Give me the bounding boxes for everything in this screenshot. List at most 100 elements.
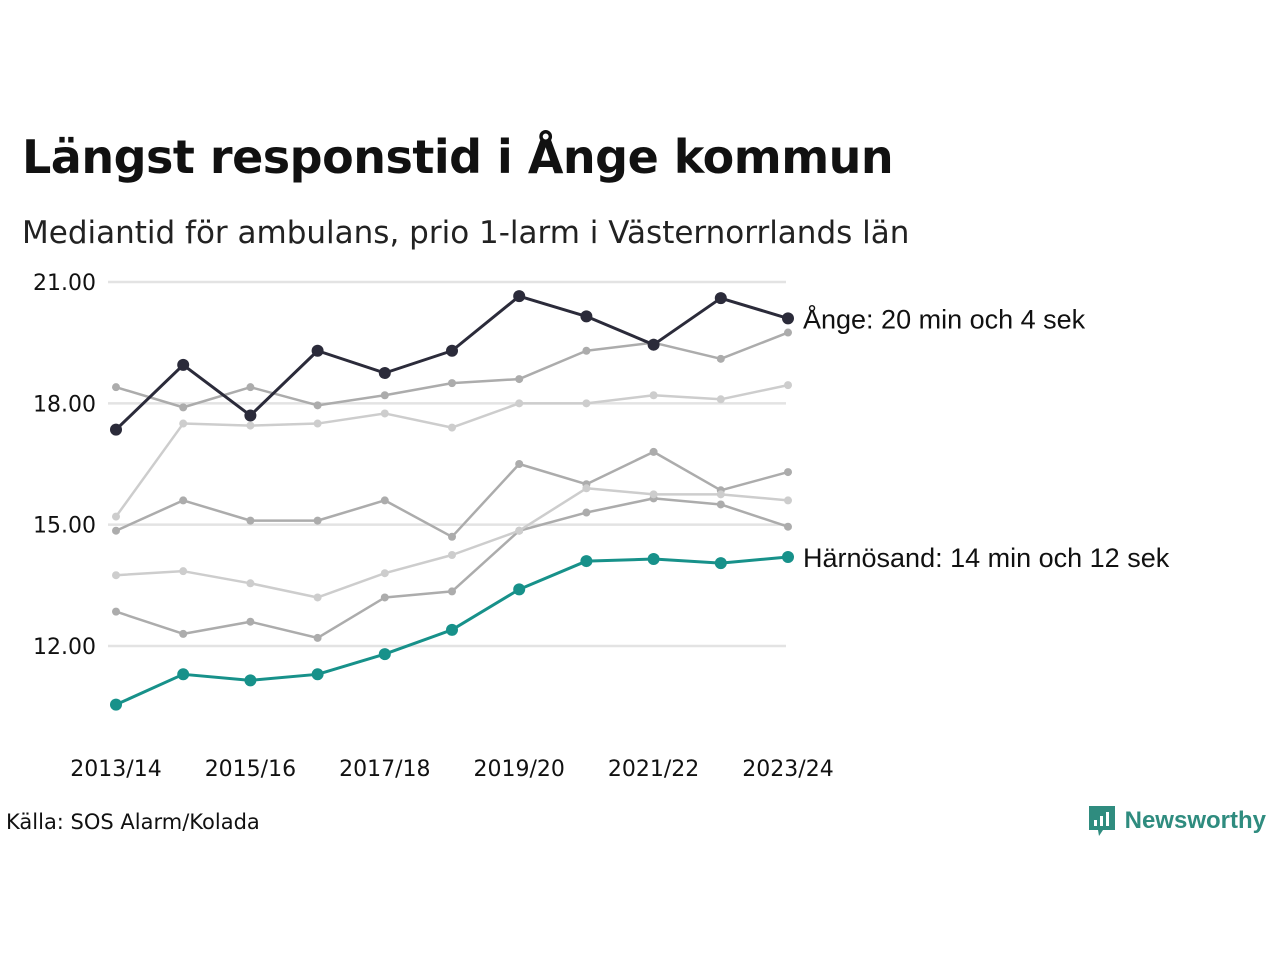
data-point [714, 292, 727, 305]
data-point [784, 328, 792, 337]
x-tick-label: 2019/20 [473, 757, 564, 782]
y-tick-label: 18.00 [33, 392, 96, 417]
data-point [782, 312, 794, 325]
data-point [448, 423, 456, 432]
x-axis-ticks: 2013/14 2015/16 2017/18 2019/20 2021/22 2023/… [70, 757, 833, 782]
series-line [114, 294, 789, 431]
data-point [112, 607, 120, 616]
data-point [313, 593, 322, 602]
newsworthy-logo-icon [1088, 806, 1115, 836]
data-point [716, 500, 725, 509]
data-point [716, 354, 725, 363]
data-point [177, 358, 190, 371]
series-label-ange: Ånge: 20 min och 4 sek [803, 303, 1086, 334]
data-point [313, 419, 322, 428]
data-point [582, 399, 591, 408]
data-point [515, 375, 524, 384]
x-tick-label: 2021/22 [608, 757, 699, 782]
data-point [246, 421, 255, 430]
data-point [179, 567, 188, 576]
data-point [582, 484, 591, 493]
data-point [380, 409, 389, 418]
data-point [515, 526, 524, 535]
data-point [513, 583, 526, 596]
data-point [380, 593, 389, 602]
y-tick-label: 12.00 [33, 635, 96, 660]
data-point [110, 698, 122, 711]
data-point [515, 460, 524, 468]
x-tick-label: 2023/24 [742, 757, 833, 782]
data-point [246, 383, 255, 392]
series-lines [110, 290, 794, 711]
data-point [177, 668, 190, 681]
data-point [112, 512, 120, 521]
gridlines [108, 280, 786, 648]
x-tick-label: 2013/14 [70, 757, 161, 782]
data-point [448, 551, 456, 559]
chart-subtitle: Mediantid för ambulans, prio 1-larm i Vä… [22, 215, 910, 251]
series-ange [110, 290, 794, 436]
y-axis-ticks: 12.00 15.00 18.00 21.00 [33, 271, 96, 660]
source-note: Källa: SOS Alarm/Kolada [6, 810, 260, 834]
data-point [582, 346, 591, 355]
data-point [313, 516, 322, 525]
data-point [716, 395, 725, 404]
data-point [513, 290, 526, 303]
data-point [448, 379, 456, 388]
data-point [582, 508, 591, 517]
data-point [112, 383, 120, 392]
y-tick-label: 21.00 [33, 271, 96, 296]
data-point [179, 419, 188, 428]
newsworthy-logo[interactable]: Newsworthy [1087, 803, 1266, 839]
data-point [647, 553, 660, 566]
data-point [244, 674, 257, 687]
data-point [716, 490, 725, 499]
chart-title: Längst responstid i Ånge kommun [22, 130, 894, 184]
series-label-harnosand: Härnösand: 14 min och 12 sek [803, 543, 1170, 573]
data-point [784, 522, 792, 531]
data-point [649, 391, 658, 400]
data-point [246, 579, 255, 588]
data-point [580, 310, 593, 323]
data-point [179, 403, 188, 412]
data-point [110, 423, 122, 436]
data-point [784, 468, 792, 477]
data-point [448, 532, 456, 541]
data-point [782, 551, 794, 564]
series-line [114, 383, 789, 518]
series-grey2 [112, 381, 792, 521]
series-grey3 [112, 447, 792, 541]
series-labels: Ånge: 20 min och 4 sek Härnösand: 14 min … [803, 303, 1170, 573]
data-point [647, 338, 660, 351]
data-point [649, 490, 658, 499]
data-point [446, 623, 458, 636]
data-point [515, 399, 524, 408]
data-point [380, 391, 389, 400]
x-tick-label: 2015/16 [205, 757, 296, 782]
y-tick-label: 15.00 [33, 514, 96, 539]
series-grey1 [112, 328, 792, 412]
data-point [784, 381, 792, 390]
data-point [112, 571, 120, 580]
data-point [378, 367, 391, 379]
brand-name: Newsworthy [1124, 807, 1266, 834]
data-point [580, 555, 593, 568]
data-point [448, 587, 456, 596]
data-point [380, 496, 389, 505]
series-line [115, 497, 789, 640]
data-point [246, 617, 255, 626]
data-point [311, 344, 324, 357]
data-point [179, 629, 188, 638]
data-point [313, 633, 322, 642]
data-point [311, 668, 324, 681]
series-grey5 [112, 484, 792, 602]
data-point [714, 557, 727, 570]
data-point [380, 569, 389, 578]
series-grey4 [112, 494, 792, 642]
data-point [649, 447, 658, 456]
data-point [313, 401, 322, 410]
data-point [446, 344, 458, 357]
data-point [784, 496, 792, 505]
data-point [179, 496, 188, 505]
